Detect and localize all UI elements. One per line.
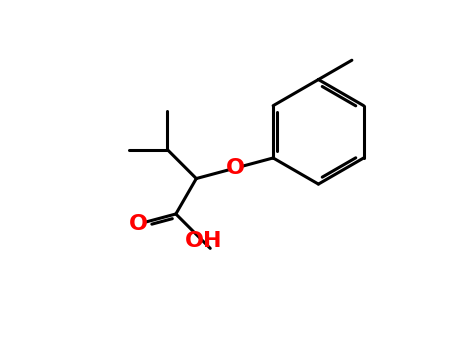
Text: O: O [129,214,148,234]
Text: O: O [226,158,245,178]
Text: OH: OH [184,231,222,251]
